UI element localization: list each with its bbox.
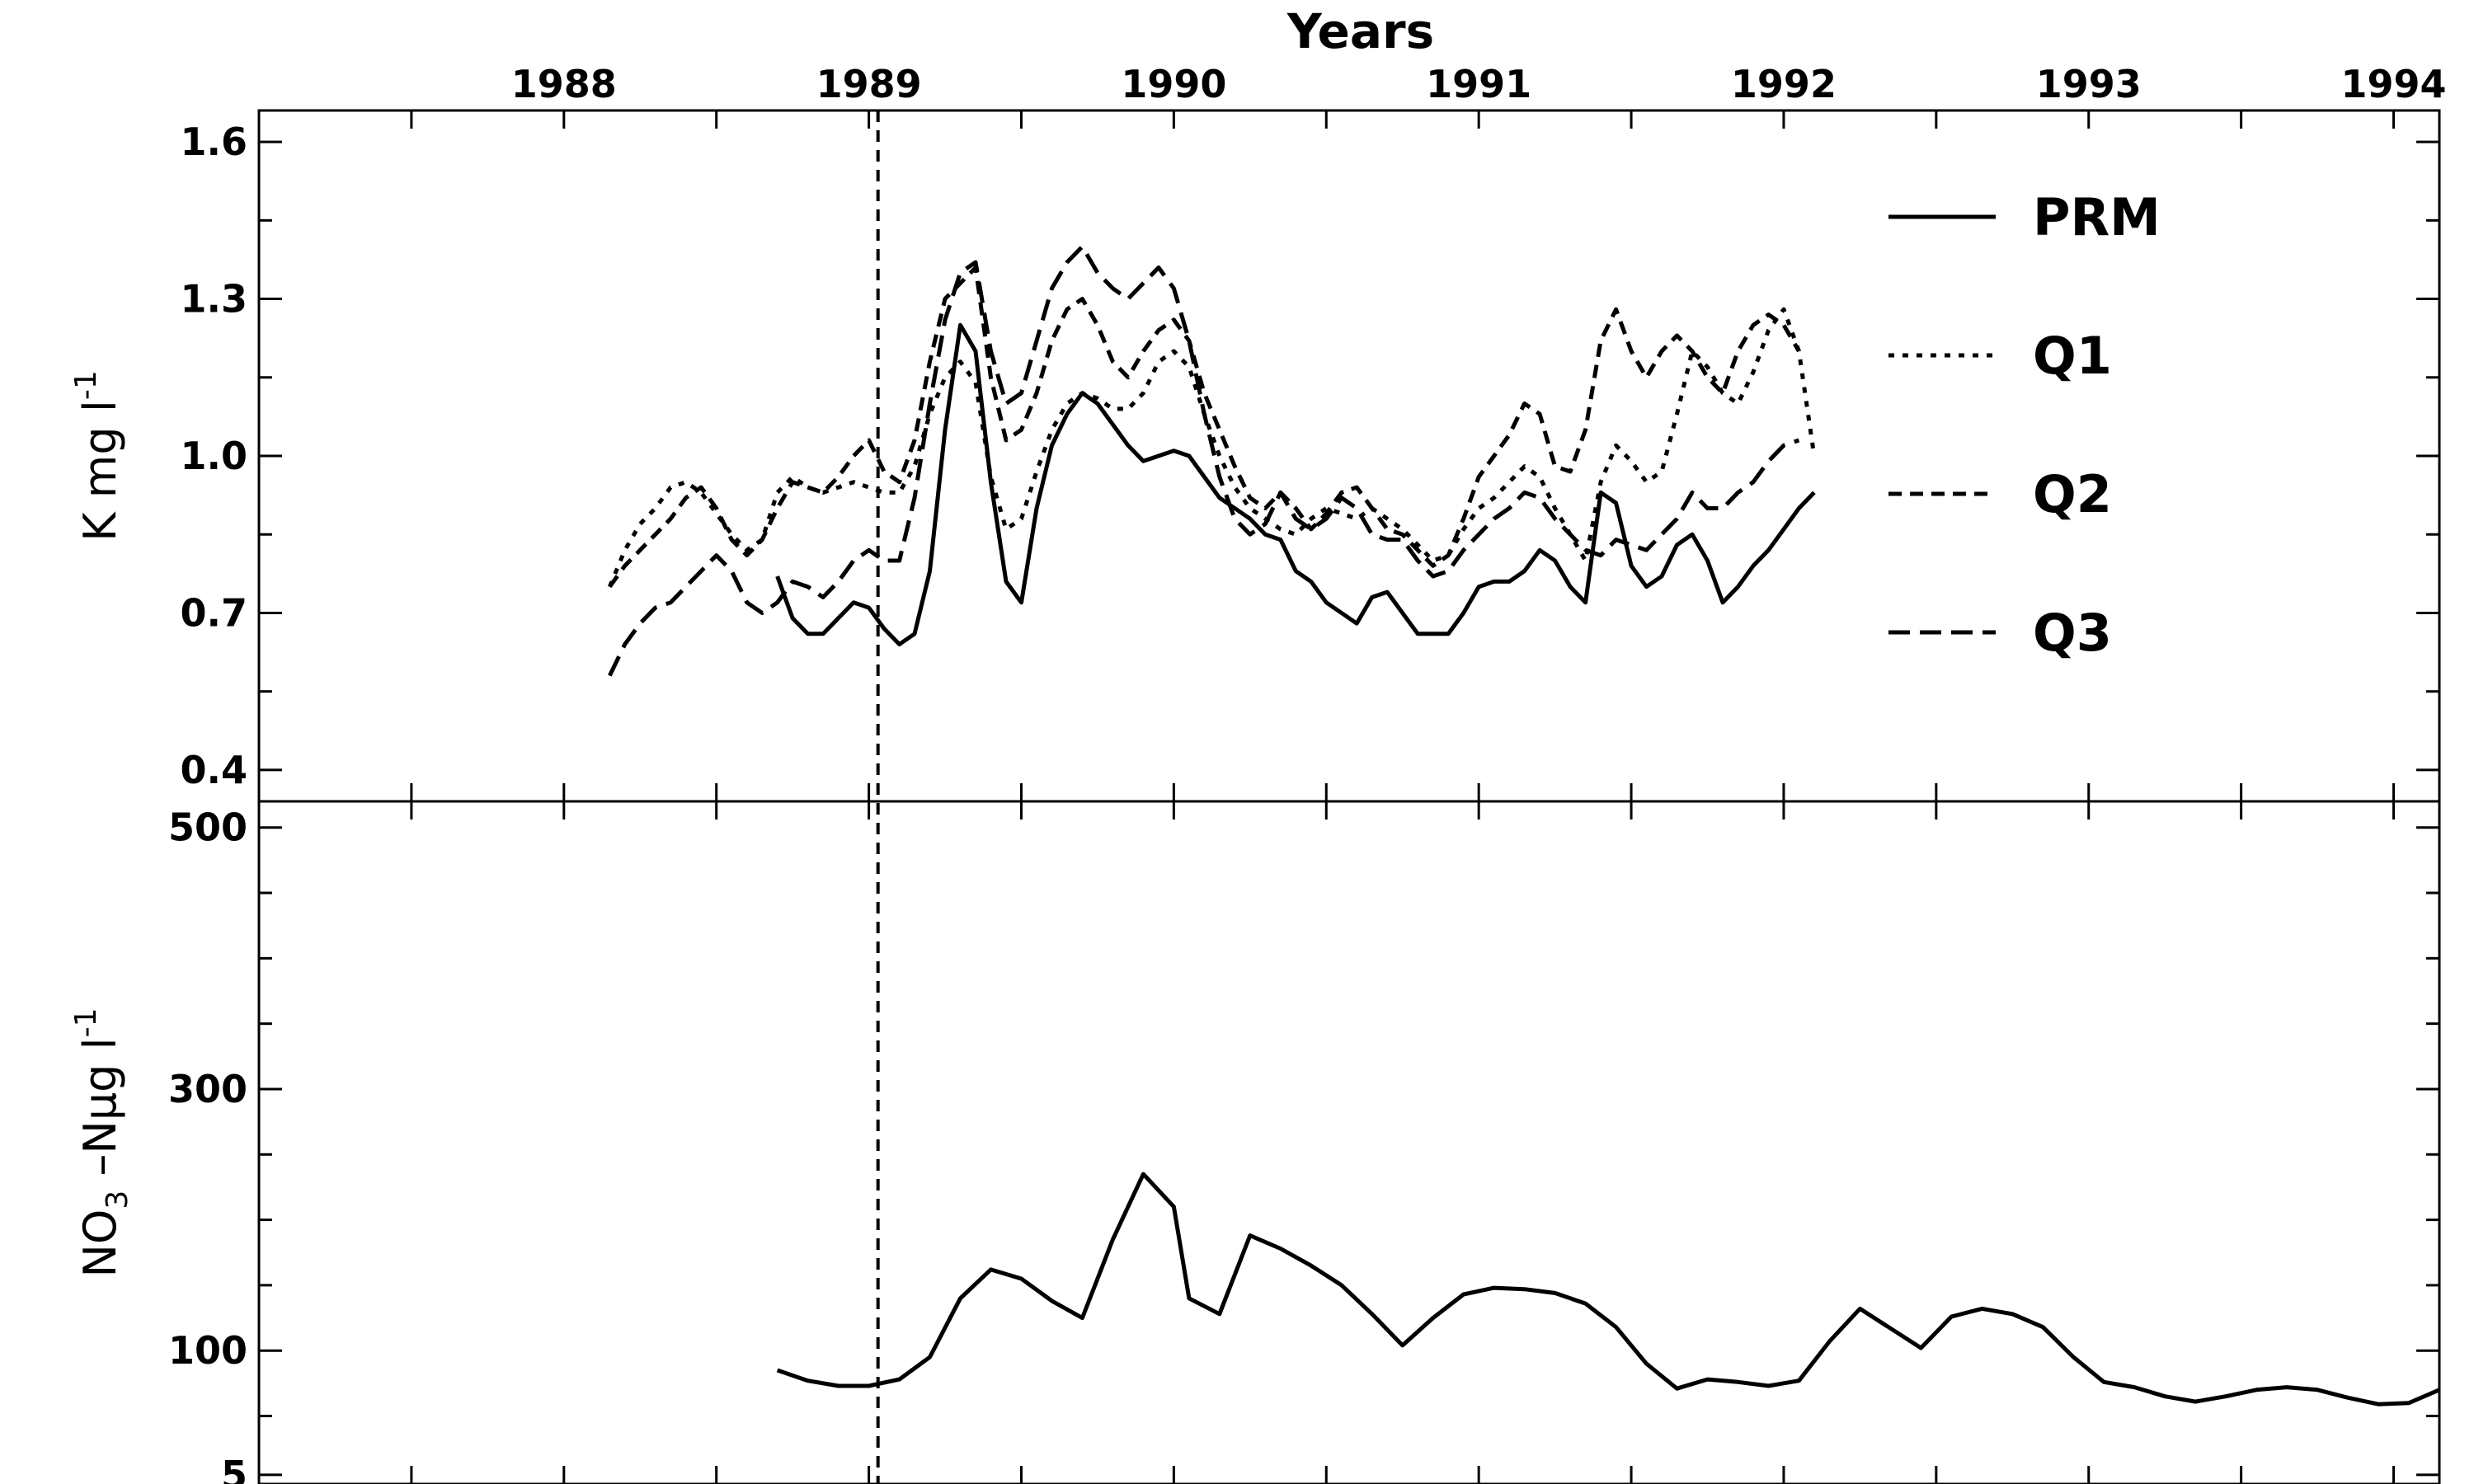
x-tick-label-1990: 1990: [1121, 62, 1226, 106]
x-tick-label-1989: 1989: [816, 62, 922, 106]
x-axis-title: Years: [1286, 3, 1434, 59]
legend-label-q2: Q2: [2033, 464, 2112, 524]
legend-label-prm: PRM: [2033, 187, 2161, 247]
legend-label-q3: Q3: [2033, 603, 2112, 663]
nitrate-frame: [257, 800, 2441, 1484]
potassium-series-q3: [608, 244, 1800, 677]
x-tick-label-1991: 1991: [1426, 62, 1531, 106]
legend-label-q1: Q1: [2033, 326, 2112, 386]
potassium-panel: 0.4 0.7 1.0 1.3 1.6 K mg l-1: [69, 109, 2441, 803]
potassium-y-tick-label: 1.3: [181, 277, 248, 322]
x-tick-label-1993: 1993: [2036, 62, 2142, 106]
nitrate-panel: 5 100 300 500 NO3 –Nμg l-1: [69, 800, 2441, 1484]
nitrate-y-tick-label: 5: [221, 1453, 247, 1484]
x-tick-label-1992: 1992: [1731, 62, 1837, 106]
potassium-y-tick-label: 1.0: [181, 434, 248, 478]
nitrate-y-axis-label: NO3 –Nμg l-1: [69, 1007, 134, 1277]
potassium-series-prm: [775, 322, 1816, 646]
nitrate-y-tick-label: 300: [168, 1067, 247, 1111]
x-tick-label-1994: 1994: [2341, 62, 2447, 106]
nitrate-y-tick-label: 500: [168, 805, 247, 850]
potassium-series-q2: [608, 265, 1801, 589]
potassium-y-tick-label: 0.4: [181, 748, 248, 792]
x-tick-labels: 1988 1989 1990 1991 1992 1993 1994: [511, 62, 2447, 106]
legend: PRM Q1 Q2 Q3: [1888, 187, 2161, 663]
nitrate-y-tick-label: 100: [168, 1328, 247, 1373]
potassium-y-axis-label: K mg l-1: [69, 370, 126, 542]
x-tick-label-1988: 1988: [511, 62, 617, 106]
potassium-y-tick-label: 1.6: [181, 120, 248, 164]
potassium-y-tick-label: 0.7: [181, 590, 248, 635]
nitrate-series-prm: [776, 1172, 2439, 1407]
